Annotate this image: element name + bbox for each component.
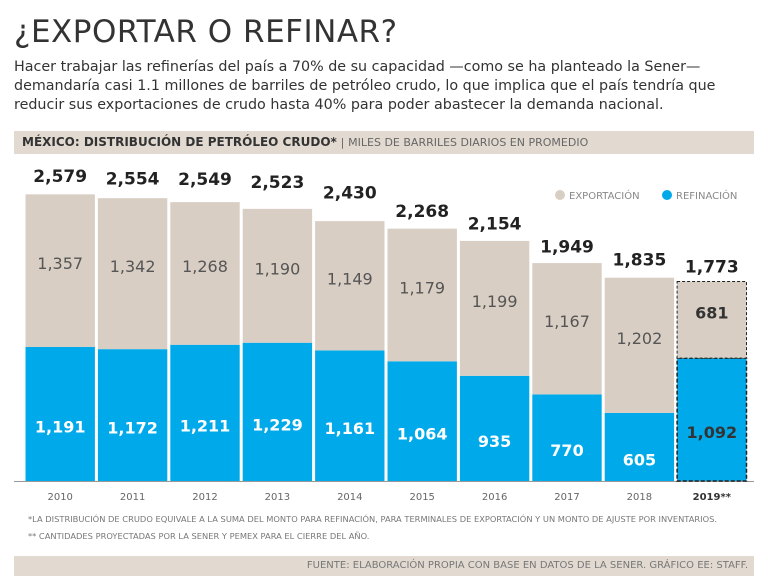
value-label: 935 bbox=[478, 432, 511, 451]
title: ¿EXPORTAR O REFINAR? bbox=[14, 14, 398, 50]
value-label: 1,202 bbox=[616, 329, 662, 348]
x-tick-label: 2015 bbox=[409, 492, 434, 503]
units: MILES DE BARRILES DIARIOS EN PROMEDIO bbox=[348, 136, 589, 149]
bar-segment bbox=[387, 228, 457, 362]
legend-label: REFINACIÓN bbox=[676, 189, 737, 202]
total-label: 1,835 bbox=[613, 251, 667, 271]
separator: | bbox=[340, 136, 345, 149]
value-label: 1,064 bbox=[397, 425, 448, 444]
x-tick-label: 2013 bbox=[265, 492, 290, 503]
value-label: 1,092 bbox=[686, 423, 737, 442]
value-label: 770 bbox=[550, 441, 583, 460]
bar-segment bbox=[315, 221, 385, 351]
total-label: 2,549 bbox=[178, 170, 232, 190]
value-label: 1,211 bbox=[180, 416, 231, 435]
total-label: 2,579 bbox=[33, 167, 87, 187]
value-label: 1,172 bbox=[107, 419, 158, 438]
footnote: ** CANTIDADES PROYECTADAS POR LA SENER Y… bbox=[28, 531, 370, 541]
bar-segment bbox=[387, 361, 457, 481]
legend-swatch bbox=[662, 190, 672, 200]
bar-segment bbox=[315, 350, 385, 481]
value-label: 605 bbox=[623, 450, 656, 469]
value-label: 1,357 bbox=[37, 254, 83, 273]
chart-header: MÉXICO: DISTRIBUCIÓN DE PETRÓLEO CRUDO* … bbox=[14, 131, 754, 154]
bar-segment bbox=[459, 375, 530, 481]
bar-segment bbox=[97, 349, 168, 481]
value-label: 1,149 bbox=[327, 269, 373, 288]
total-label: 2,554 bbox=[106, 170, 160, 190]
bar-segment bbox=[242, 208, 313, 343]
x-tick-label: 2011 bbox=[120, 492, 145, 503]
x-tick-label: 2014 bbox=[337, 492, 362, 503]
value-label: 1,268 bbox=[182, 257, 228, 276]
total-label: 1,949 bbox=[540, 238, 594, 258]
x-tick-label: 2016 bbox=[482, 492, 507, 503]
x-tick-label: 2018 bbox=[627, 492, 652, 503]
bar-segment bbox=[170, 202, 240, 345]
bar-segment bbox=[532, 263, 602, 395]
value-label: 1,167 bbox=[544, 312, 590, 331]
bar-segment bbox=[532, 394, 602, 481]
legend-swatch bbox=[555, 190, 565, 200]
x-tick-label: 2010 bbox=[47, 492, 72, 503]
bar-segment bbox=[170, 344, 240, 481]
source-bar: FUENTE: ELABORACIÓN PROPIA CON BASE EN D… bbox=[14, 556, 754, 576]
bar-segment bbox=[676, 357, 748, 482]
bar-segment bbox=[25, 347, 95, 481]
value-label: 1,191 bbox=[35, 418, 86, 437]
footnote: *LA DISTRIBUCIÓN DE CRUDO EQUIVALE A LA … bbox=[28, 514, 718, 524]
total-label: 2,523 bbox=[251, 173, 305, 193]
bar-segment bbox=[604, 277, 675, 413]
bar-segment bbox=[459, 240, 530, 376]
subtitle: Hacer trabajar las refinerías del país a… bbox=[14, 59, 716, 113]
bar-segment bbox=[242, 342, 313, 481]
bar-segment bbox=[604, 412, 675, 481]
value-label: 1,179 bbox=[399, 278, 445, 297]
total-label: 1,773 bbox=[685, 258, 739, 278]
legend-label: EXPORTACIÓN bbox=[569, 189, 640, 202]
value-label: 681 bbox=[695, 303, 728, 322]
x-tick-label: 2019** bbox=[693, 492, 732, 503]
value-label: 1,161 bbox=[324, 419, 375, 438]
total-label: 2,430 bbox=[323, 184, 377, 204]
value-label: 1,342 bbox=[110, 257, 156, 276]
total-label: 2,268 bbox=[395, 202, 449, 222]
value-label: 1,229 bbox=[252, 415, 303, 434]
x-tick-label: 2017 bbox=[554, 492, 579, 503]
total-label: 2,154 bbox=[468, 215, 522, 235]
value-label: 1,190 bbox=[254, 259, 300, 278]
x-tick-label: 2012 bbox=[192, 492, 217, 503]
chart-title: MÉXICO: DISTRIBUCIÓN DE PETRÓLEO CRUDO* bbox=[22, 135, 337, 149]
value-label: 1,199 bbox=[472, 292, 518, 311]
source: FUENTE: ELABORACIÓN PROPIA CON BASE EN D… bbox=[306, 560, 748, 571]
bar-segment bbox=[97, 198, 168, 350]
bar-segment bbox=[25, 194, 95, 348]
bar-segment bbox=[676, 281, 747, 359]
chart: EXPORTACIÓN REFINACIÓN 1,191 1,357 2,579 2010… bbox=[14, 167, 754, 503]
